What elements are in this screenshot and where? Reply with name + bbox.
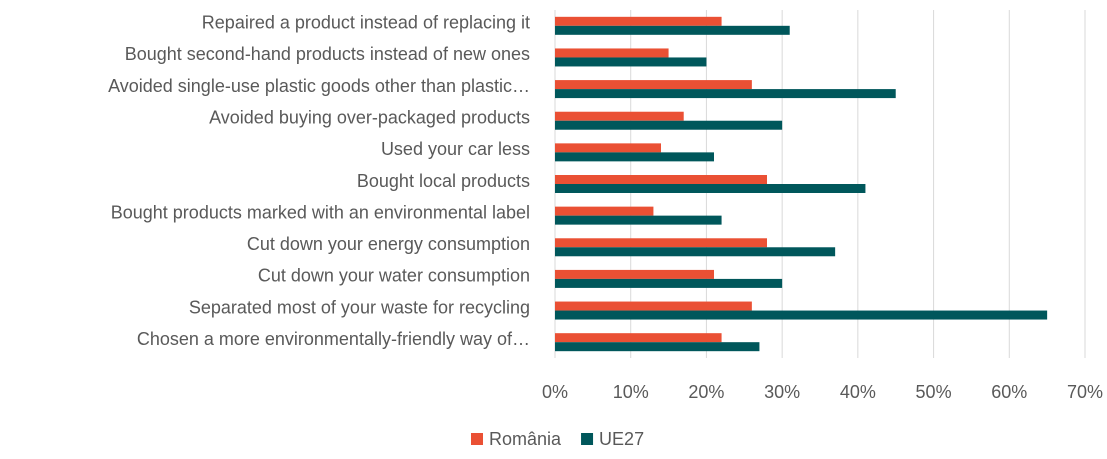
bar [555,342,760,352]
y-tick-label: Bought products marked with an environme… [111,202,530,222]
y-tick-label: Bought local products [357,171,530,191]
bar [555,16,722,26]
x-tick-label: 20% [688,382,724,402]
bar [555,152,714,162]
bar [555,111,684,121]
legend-label: UE27 [599,429,644,449]
bar [555,120,783,130]
bar [555,206,654,216]
bar [555,25,790,35]
bar [555,278,783,288]
bar [555,175,767,184]
x-tick-label: 40% [840,382,876,402]
x-tick-label: 10% [613,382,649,402]
bar [555,301,752,311]
y-tick-label: Bought second-hand products instead of n… [125,44,530,64]
legend-label: România [489,429,562,449]
bar [555,48,669,58]
bar [555,80,752,90]
x-tick-label: 60% [991,382,1027,402]
y-tick-label: Separated most of your waste for recycli… [189,297,530,317]
x-tick-label: 50% [916,382,952,402]
y-tick-label: Cut down your energy consumption [247,234,530,254]
bar [555,184,866,193]
y-tick-label: Repaired a product instead of replacing … [202,13,530,33]
bar [555,215,722,225]
y-tick-label: Avoided single-use plastic goods other t… [108,76,530,96]
x-tick-label: 0% [542,382,568,402]
y-tick-label: Avoided buying over-packaged products [209,107,530,127]
bar [555,143,661,153]
y-tick-label: Chosen a more environmentally-friendly w… [137,329,530,349]
bar [555,89,896,99]
bar [555,57,707,67]
bar [555,238,767,248]
y-tick-label: Cut down your water consumption [258,266,530,286]
y-tick-label: Used your car less [381,139,530,159]
x-tick-label: 70% [1067,382,1103,402]
legend-swatch [471,433,483,445]
x-tick-label: 30% [764,382,800,402]
legend-swatch [581,433,594,445]
bar [555,333,722,343]
bar [555,269,714,279]
bar [555,247,836,257]
bar [555,310,1048,320]
